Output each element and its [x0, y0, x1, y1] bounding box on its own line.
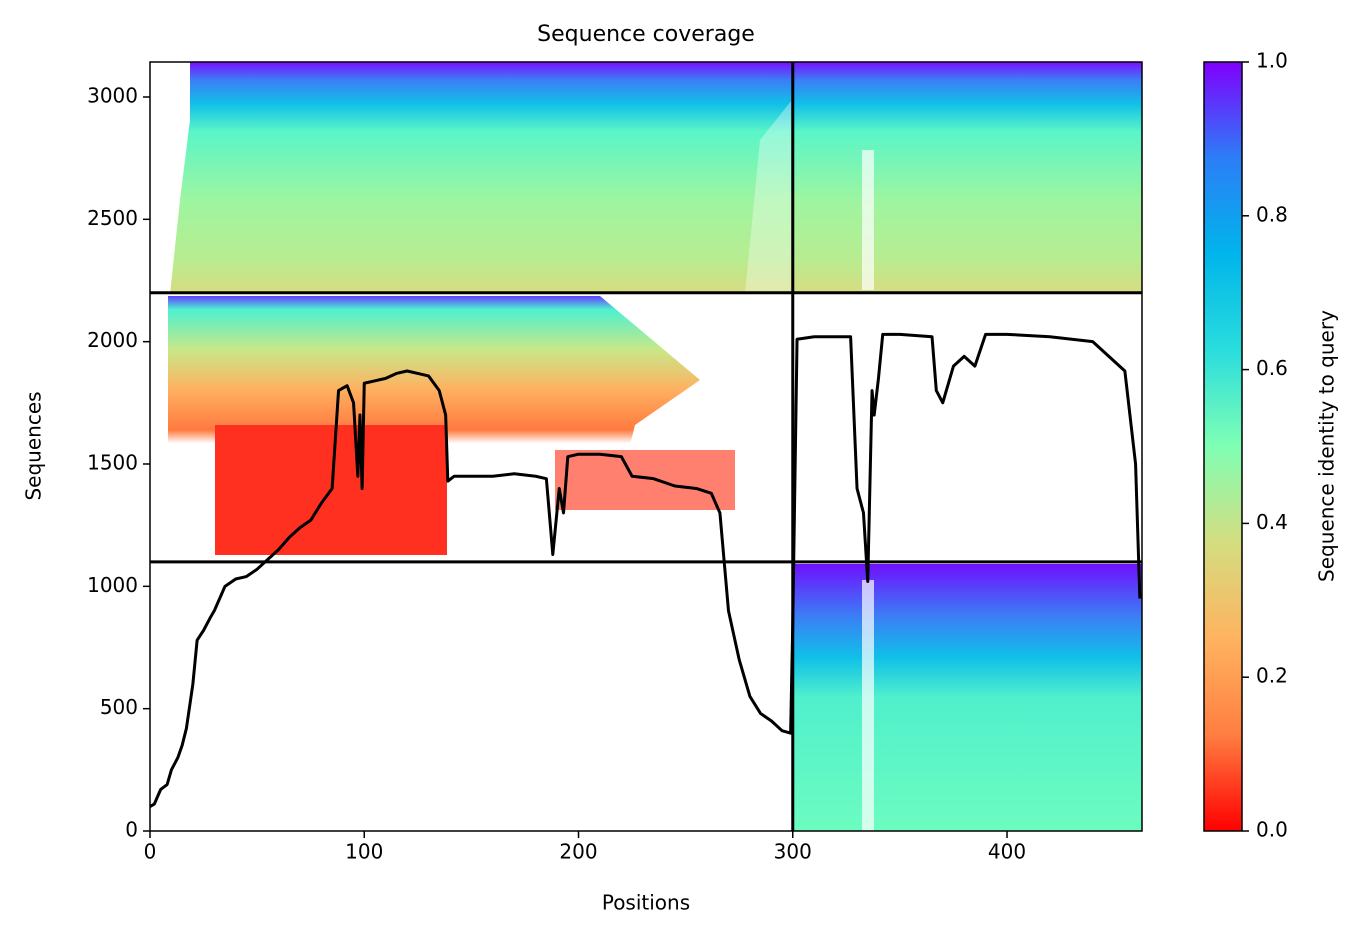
x-tick-label: 0 — [144, 840, 157, 864]
heatmap-gap — [862, 580, 874, 831]
heatmap-block — [792, 62, 1142, 294]
x-axis-label: Positions — [602, 891, 690, 915]
heatmap-mask — [745, 100, 792, 294]
chart-title: Sequence coverage — [537, 22, 755, 47]
heatmap-block — [555, 450, 735, 510]
x-tick-label: 300 — [774, 840, 812, 864]
x-tick-label: 100 — [345, 840, 383, 864]
colorbar-label: Sequence identity to query — [1315, 310, 1339, 582]
colorbar-tick-label: 0.6 — [1256, 356, 1288, 380]
y-tick-label: 2500 — [87, 206, 138, 230]
coverage-heatmap — [150, 62, 1142, 831]
y-axis-label: Sequences — [22, 391, 46, 500]
y-tick-label: 1500 — [87, 450, 138, 474]
colorbar-tick-label: 0.2 — [1256, 664, 1288, 688]
heatmap-block — [792, 564, 1142, 831]
colorbar — [1203, 61, 1243, 832]
y-tick-label: 0 — [125, 818, 138, 842]
x-tick-label: 200 — [559, 840, 597, 864]
x-tick-label: 400 — [988, 840, 1026, 864]
y-tick-label: 2000 — [87, 328, 138, 352]
colorbar-tick-label: 0.4 — [1256, 510, 1288, 534]
colorbar-tick-label: 0.8 — [1256, 202, 1288, 226]
y-tick-label: 1000 — [87, 573, 138, 597]
coverage-line — [149, 332, 1142, 808]
colorbar-tick-label: 0.0 — [1256, 818, 1288, 842]
y-tick-label: 3000 — [87, 83, 138, 107]
plot-frame — [149, 61, 1143, 832]
heatmap-gap — [862, 150, 874, 290]
heatmap-block — [160, 62, 792, 294]
heatmap-mask — [150, 62, 190, 294]
colorbar-tick-label: 1.0 — [1256, 49, 1288, 73]
y-tick-label: 500 — [100, 695, 138, 719]
